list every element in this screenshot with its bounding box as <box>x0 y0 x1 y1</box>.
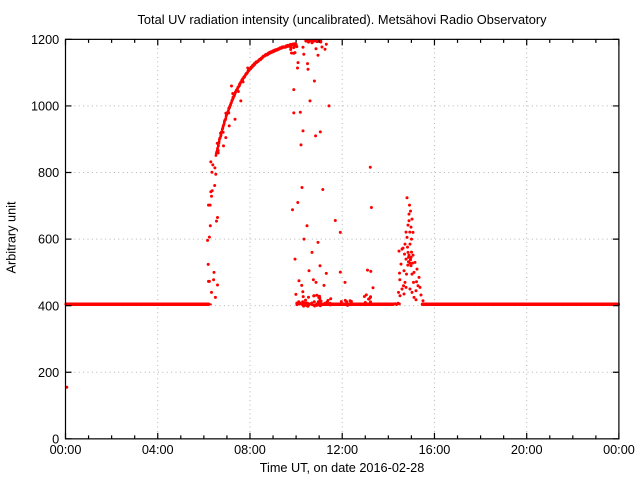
svg-text:Arbitrary unit: Arbitrary unit <box>5 201 19 273</box>
svg-text:600: 600 <box>38 233 59 247</box>
svg-text:400: 400 <box>38 299 59 313</box>
svg-text:800: 800 <box>38 166 59 180</box>
svg-text:12:00: 12:00 <box>326 443 358 457</box>
svg-text:20:00: 20:00 <box>511 443 543 457</box>
svg-text:Time UT, on date 2016-02-28: Time UT, on date 2016-02-28 <box>260 461 425 475</box>
svg-text:1000: 1000 <box>31 100 59 114</box>
svg-text:00:00: 00:00 <box>50 443 82 457</box>
svg-text:16:00: 16:00 <box>419 443 451 457</box>
svg-text:08:00: 08:00 <box>234 443 266 457</box>
svg-text:00:00: 00:00 <box>603 443 635 457</box>
svg-text:0: 0 <box>52 432 59 446</box>
svg-text:Total UV radiation intensity (: Total UV radiation intensity (uncalibrat… <box>138 12 548 27</box>
svg-text:1200: 1200 <box>31 33 59 47</box>
svg-text:04:00: 04:00 <box>142 443 174 457</box>
svg-text:200: 200 <box>38 366 59 380</box>
